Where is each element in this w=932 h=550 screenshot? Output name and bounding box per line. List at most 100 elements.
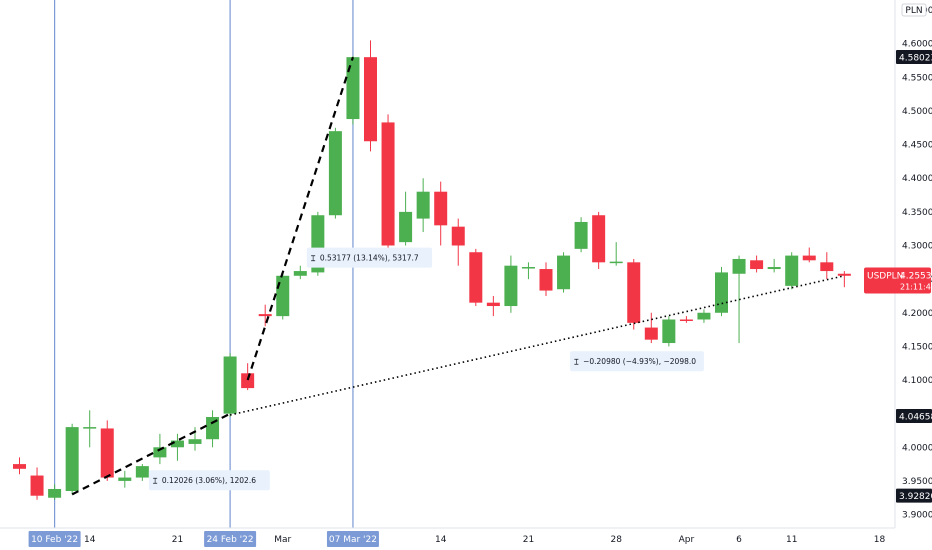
candle-body [521,267,535,269]
y-tick-label: 4.50000 [902,107,932,117]
price-tag-bg [896,50,932,65]
candle-2 [48,484,62,500]
candle-24 [434,181,448,246]
candle-body [820,262,834,272]
y-tick-label: 4.20000 [902,309,932,319]
candle-31 [557,252,571,293]
candle-11 [206,410,220,448]
candle-body [13,464,26,469]
y-tick-label: 4.55000 [902,73,932,83]
price-tag-0: 4.58023 [896,50,932,65]
candle-body [83,427,97,429]
candle-body [364,57,377,142]
measure-text: 0.53177 (13.14%), 5317.7 [320,254,419,263]
candle-26 [469,248,483,307]
candle-30 [539,262,553,296]
candle-44 [785,252,799,290]
candle-body [188,439,202,444]
candle-body [679,319,693,321]
candle-38 [679,316,693,323]
candle-41 [732,255,746,344]
x-tick-label: 11 [786,535,797,545]
candle-body [153,447,167,458]
candle-19 [346,55,360,125]
candle-28 [504,255,518,313]
candle-body [627,262,641,323]
candle-43 [767,258,781,273]
candle-12 [223,353,237,418]
currency-badge[interactable]: PLN [901,3,927,17]
x-tick-label: Apr [679,535,695,545]
candle-body [592,215,606,263]
candle-body [662,319,676,344]
candle-40 [715,267,728,317]
price-tag-bg [896,408,932,423]
countdown-label: 21:11:45 [900,283,932,292]
measure-label-1[interactable]: ⌶ 0.53177 (13.14%), 5317.7 [306,247,433,268]
candle-1 [30,467,44,500]
candle-body [767,267,781,270]
x-tick-label: 28 [610,535,622,545]
candle-45 [802,247,816,263]
candle-body [574,221,588,249]
candle-18 [328,127,342,219]
x-tick-highlight [326,531,379,547]
y-tick-label: 4.30000 [902,242,932,252]
y-tick-label: 4.35000 [902,208,932,218]
y-tick-label: 4.00000 [902,443,932,453]
y-tick-label: 4.15000 [902,342,932,352]
x-tick-label: 14 [84,535,96,545]
candle-23 [416,178,430,233]
trendline-drawings[interactable] [71,56,845,496]
x-tick-label: 14 [435,535,447,545]
candle-body [416,191,430,219]
candle-39 [697,309,711,323]
candle-body [802,255,816,261]
candle-22 [399,191,413,246]
candle-body [399,211,413,243]
x-tick-label: 21 [523,535,534,545]
candle-body [100,428,114,478]
candle-body [434,191,448,226]
candle-body [48,488,62,498]
candle-4 [83,410,97,448]
candle-3 [65,423,79,495]
x-tick-highlight [204,531,257,547]
candle-body [644,327,658,340]
y-tick-label: 3.95000 [902,477,932,487]
candle-body [65,427,79,492]
candle-15 [276,272,290,320]
x-tick-label: 07 Mar '22 [329,535,377,545]
trendline-2[interactable] [229,274,845,416]
currency-label: PLN [905,6,922,16]
price-tag-label: 4.04658 [899,412,932,422]
symbol-label: USDPLN [867,272,903,282]
candle-body [557,255,571,290]
candle-body [258,314,272,317]
candle-body [328,131,342,216]
x-tick-label: Mar [274,535,291,545]
candle-body [118,477,132,481]
candle-body [785,255,799,286]
price-tag-label: 4.58023 [899,54,932,64]
candle-32 [574,217,588,253]
measure-label-0[interactable]: ⌶ 0.12026 (3.06%), 1202.6 [148,470,270,491]
measure-box [570,351,704,372]
current-price-label: 4.25534 [900,272,932,282]
candle-37 [662,316,676,347]
candle-body [732,258,746,274]
candle-body [223,356,237,414]
trendline-1[interactable] [246,56,354,381]
y-tick-label: 3.90000 [902,511,932,521]
measure-annotations[interactable]: ⌶ 0.12026 (3.06%), 1202.6 ⌶ 0.53177 (13.14%… [148,247,704,491]
candle-25 [451,218,465,266]
measure-label-2[interactable]: ⌶ −0.20980 (−4.93%), −2098.0 [570,351,704,372]
y-tick-label: 4.45000 [902,141,932,151]
candle-body [170,440,184,448]
measure-icon: ⌶ [311,254,316,263]
y-tick-label: 4.10000 [902,376,932,386]
trendline-0[interactable] [71,412,231,496]
